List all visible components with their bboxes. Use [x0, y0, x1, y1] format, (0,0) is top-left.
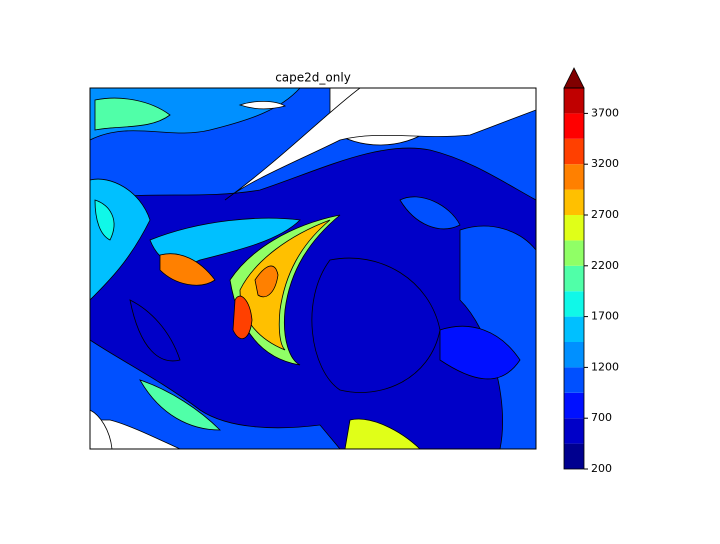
colorbar-band — [564, 88, 584, 114]
colorbar-band — [564, 316, 584, 342]
colorbar-tick-label: 3700 — [591, 106, 619, 119]
colorbar-extend — [563, 67, 585, 89]
map-title: cape2d_only — [275, 71, 351, 85]
colorbar-band — [564, 113, 584, 139]
colorbar-frame — [563, 87, 585, 470]
colorbar-band — [564, 189, 584, 215]
colorbar-band — [564, 240, 584, 266]
colorbar-tick-label: 700 — [591, 411, 612, 424]
colorbar-tick-label: 3200 — [591, 157, 619, 170]
colorbar-tick-label: 200 — [591, 462, 612, 475]
colorbar-band — [564, 443, 584, 469]
colorbar-band — [564, 392, 584, 419]
colorbar: 200 700 1200 1700 2200 2700 3200 3700 — [563, 67, 619, 475]
colorbar-band — [564, 342, 584, 368]
map-frame — [89, 87, 537, 450]
colorbar-band — [564, 164, 584, 190]
colorbar-band — [564, 138, 584, 165]
colorbar-tick-label: 2700 — [591, 208, 619, 221]
colorbar-band — [564, 367, 584, 393]
map-field — [90, 88, 536, 449]
colorbar-tick-label: 1700 — [591, 310, 619, 323]
colorbar-band — [564, 291, 584, 317]
colorbar-band — [564, 418, 584, 444]
colorbar-tick-label: 2200 — [591, 259, 619, 272]
colorbar-band — [564, 215, 584, 241]
colorbar-tick-label: 1200 — [591, 360, 619, 373]
colorbar-band — [564, 265, 584, 292]
